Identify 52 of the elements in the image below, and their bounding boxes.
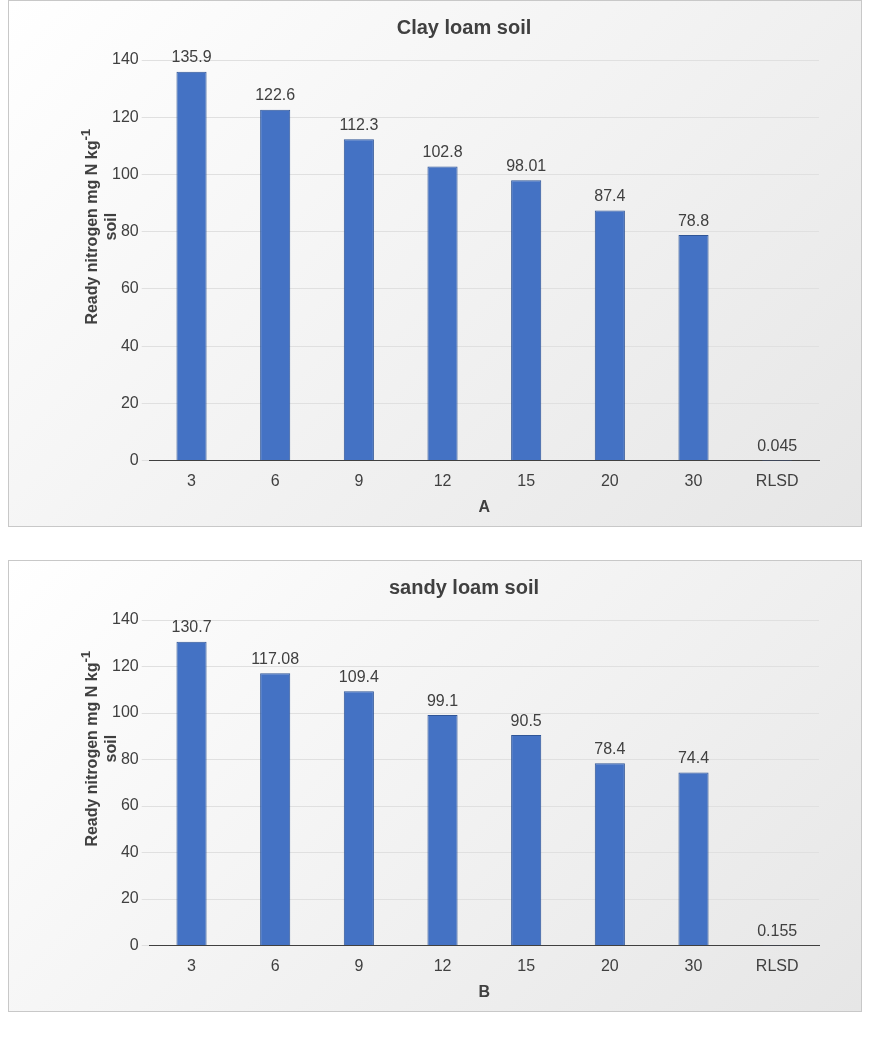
x-tick-label: 12 (433, 471, 452, 489)
x-tick-label: 9 (354, 956, 364, 974)
data-label: 130.7 (171, 618, 212, 636)
data-label: 122.6 (255, 86, 296, 104)
data-label: 112.3 (339, 115, 379, 133)
y-tick-label: 40 (120, 336, 139, 354)
chart-title: Clay loam soil (396, 15, 532, 38)
y-tick-label: 140 (111, 610, 139, 628)
y-tick-label: 100 (111, 164, 139, 182)
data-label: 99.1 (426, 691, 459, 709)
x-tick-label: 30 (684, 956, 703, 974)
x-tick-label: RLSD (755, 471, 799, 489)
y-tick-label: 0 (129, 936, 139, 954)
x-tick-label: 15 (517, 471, 536, 489)
x-tick-label: 20 (600, 956, 619, 974)
data-label: 0.155 (757, 921, 798, 939)
data-label: 78.4 (594, 739, 626, 757)
x-tick-label: 3 (187, 956, 197, 974)
y-tick-label: 60 (120, 279, 139, 297)
y-tick-label: 20 (120, 393, 139, 411)
y-tick-label: 80 (120, 749, 139, 767)
y-tick-label: 100 (111, 703, 139, 721)
data-label: 0.045 (757, 436, 798, 454)
x-axis-title: B (478, 982, 491, 1000)
data-label: 90.5 (510, 711, 542, 729)
data-label: 109.4 (338, 667, 379, 685)
y-tick-label: 120 (111, 656, 139, 674)
data-label: 78.8 (677, 211, 710, 229)
x-tick-label: 6 (270, 956, 280, 974)
y-tick-label: 60 (120, 796, 139, 814)
x-tick-label: 3 (187, 471, 197, 489)
x-tick-label: 20 (600, 471, 619, 489)
data-label: 135.9 (171, 48, 212, 66)
x-axis-title: A (478, 497, 491, 515)
chart-title: sandy loam soil (388, 575, 540, 598)
y-tick-label: 80 (120, 222, 139, 240)
data-label: 98.01 (506, 156, 547, 174)
x-tick-label: 30 (684, 471, 703, 489)
data-label: 87.4 (594, 186, 626, 204)
x-tick-label: 12 (433, 956, 452, 974)
y-tick-label: 120 (111, 107, 139, 125)
x-tick-label: RLSD (755, 956, 799, 974)
data-label: 74.4 (677, 748, 710, 766)
data-label: 102.8 (422, 142, 463, 160)
x-tick-label: 9 (354, 471, 364, 489)
y-tick-label: 40 (120, 842, 139, 860)
data-label: 117.08 (251, 649, 300, 667)
y-tick-label: 20 (120, 889, 139, 907)
y-tick-label: 140 (111, 50, 139, 68)
x-tick-label: 6 (270, 471, 280, 489)
x-tick-label: 15 (517, 956, 536, 974)
y-tick-label: 0 (129, 451, 139, 469)
